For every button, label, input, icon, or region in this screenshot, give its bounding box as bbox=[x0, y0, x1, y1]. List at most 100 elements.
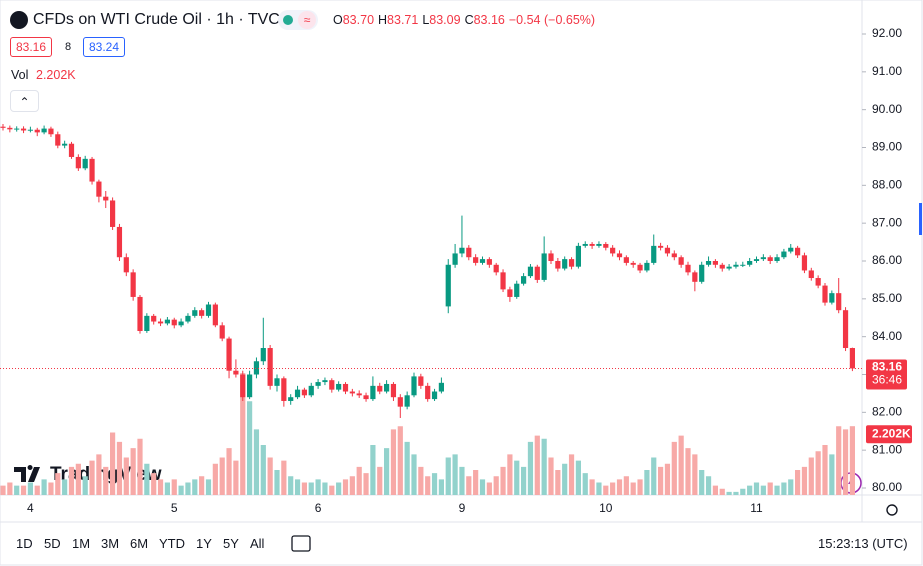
volume-bar bbox=[651, 457, 657, 495]
volume-bar bbox=[644, 470, 650, 495]
candle-body bbox=[199, 310, 205, 316]
y-tick-label: 85.00 bbox=[872, 291, 902, 305]
candle-body bbox=[603, 243, 609, 248]
ask-price[interactable]: 83.24 bbox=[83, 37, 126, 57]
candle-body bbox=[788, 247, 794, 252]
candle-body bbox=[712, 261, 718, 265]
volume-bar bbox=[514, 460, 520, 495]
volume-bar bbox=[185, 482, 191, 495]
volume-bar bbox=[384, 448, 390, 495]
volume-bar bbox=[795, 470, 801, 495]
candle-body bbox=[322, 380, 328, 383]
candle-body bbox=[479, 259, 486, 263]
volume-bar bbox=[171, 479, 177, 495]
candle-body bbox=[356, 393, 362, 396]
candle-body bbox=[404, 395, 410, 407]
change: −0.54 (−0.65%) bbox=[508, 13, 596, 27]
candle-body bbox=[370, 385, 376, 400]
candle-body bbox=[363, 395, 369, 400]
candle-body bbox=[555, 261, 561, 269]
candle-body bbox=[212, 304, 218, 326]
candle-body bbox=[384, 383, 390, 392]
candle-body bbox=[445, 264, 451, 307]
range-button[interactable]: 1Y bbox=[196, 536, 212, 551]
volume-bar bbox=[27, 482, 33, 495]
volume-bar bbox=[630, 482, 636, 495]
candle-body bbox=[596, 243, 602, 246]
candle-body bbox=[342, 383, 349, 392]
volume-bar bbox=[425, 476, 431, 495]
candle-body bbox=[185, 315, 191, 322]
candle-body bbox=[637, 264, 643, 271]
volume-bar bbox=[603, 485, 609, 495]
range-button[interactable]: All bbox=[250, 536, 265, 551]
volume-bar bbox=[466, 476, 472, 495]
candle-body bbox=[171, 319, 177, 326]
candle-body bbox=[116, 226, 123, 258]
range-button[interactable]: 1M bbox=[72, 536, 91, 551]
volume-bar bbox=[226, 448, 232, 495]
range-button[interactable]: 6M bbox=[130, 536, 149, 551]
y-tick-label: 91.00 bbox=[872, 64, 902, 78]
ohlc-value: 83.09 bbox=[429, 13, 461, 27]
candle-body bbox=[308, 385, 314, 396]
y-tick-label: 82.00 bbox=[872, 405, 902, 419]
candle-body bbox=[740, 264, 746, 266]
range-button[interactable]: 5Y bbox=[223, 536, 239, 551]
y-tick-label: 88.00 bbox=[872, 178, 902, 192]
candle-body bbox=[55, 134, 61, 146]
candle-body bbox=[849, 348, 855, 369]
status-pill[interactable]: ≈ bbox=[278, 10, 318, 30]
volume-bar bbox=[55, 473, 61, 495]
candle-body bbox=[281, 378, 287, 401]
collapse-button[interactable]: ⌃ bbox=[10, 90, 39, 112]
x-tick-label: 5 bbox=[171, 501, 178, 515]
candle-body bbox=[34, 129, 40, 133]
candle-body bbox=[411, 376, 417, 396]
candle-body bbox=[767, 257, 773, 261]
bid-price[interactable]: 83.16 bbox=[10, 37, 53, 57]
volume-legend-value: 2.202K bbox=[36, 68, 76, 82]
volume-bar bbox=[178, 485, 184, 495]
volume-bar bbox=[89, 460, 95, 495]
candle-body bbox=[226, 338, 232, 371]
candle-body bbox=[507, 289, 513, 297]
volume-bar bbox=[110, 432, 116, 495]
volume-bar bbox=[308, 482, 314, 495]
settings-button[interactable] bbox=[886, 504, 898, 516]
candle-body bbox=[795, 247, 801, 256]
date-range-button[interactable] bbox=[291, 535, 311, 552]
volume-bar bbox=[610, 482, 616, 495]
volume-bar bbox=[164, 482, 170, 495]
volume-bar bbox=[760, 485, 766, 495]
volume-bar bbox=[712, 485, 718, 495]
candle-body bbox=[733, 264, 739, 267]
volume-bar bbox=[808, 457, 814, 495]
volume-bar bbox=[315, 479, 321, 495]
volume-bar bbox=[740, 488, 746, 495]
candle-body bbox=[294, 389, 301, 398]
candle-body bbox=[75, 156, 81, 169]
volume-bar bbox=[842, 429, 849, 495]
volume-bar bbox=[336, 482, 342, 495]
volume-bar bbox=[267, 457, 273, 495]
volume-bar bbox=[781, 482, 787, 495]
range-button[interactable]: 1D bbox=[16, 536, 33, 551]
candle-body bbox=[671, 253, 677, 258]
candle-body bbox=[438, 382, 444, 392]
volume-bar bbox=[705, 476, 712, 495]
volume-bar bbox=[363, 473, 369, 495]
candle-body bbox=[815, 278, 821, 286]
volume-bar bbox=[281, 460, 287, 495]
volume-bar bbox=[719, 488, 725, 495]
volume-bar bbox=[20, 485, 27, 495]
range-button[interactable]: YTD bbox=[159, 536, 185, 551]
volume-bar bbox=[678, 435, 684, 495]
ohlc-label: H bbox=[378, 13, 388, 27]
volume-bar bbox=[322, 482, 328, 495]
ohlc-value: 83.71 bbox=[387, 13, 419, 27]
candle-body bbox=[253, 361, 260, 375]
range-button[interactable]: 5D bbox=[44, 536, 61, 551]
range-button[interactable]: 3M bbox=[101, 536, 120, 551]
